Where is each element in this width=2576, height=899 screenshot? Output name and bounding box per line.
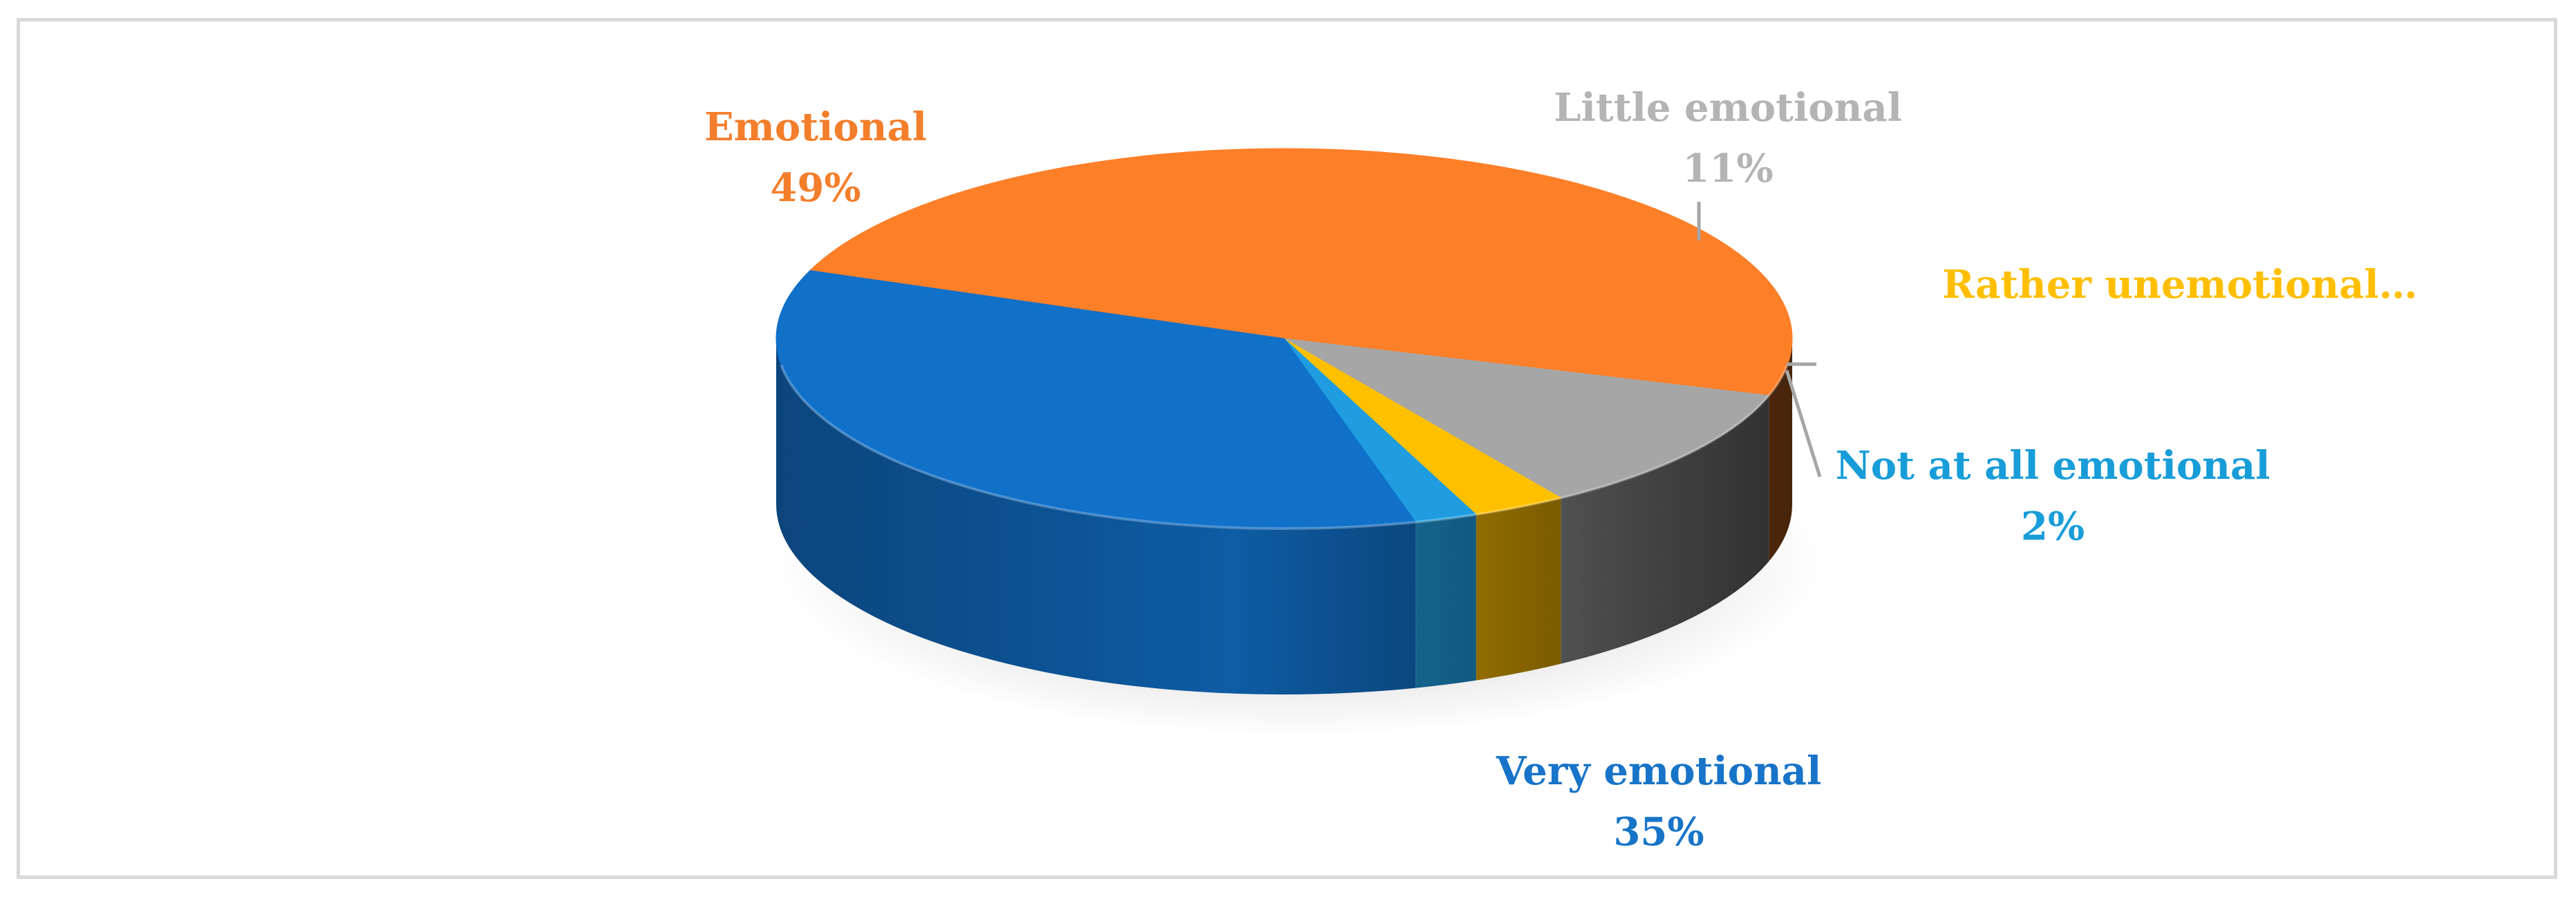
slice-label-not-at-all-emotional-name: Not at all emotional [1835,443,2271,489]
slice-label-little-emotional: Little emotional 11% [1521,77,1935,199]
pie-side-rather-unemotional [1476,498,1561,681]
slice-label-rather-unemotional: Rather unemotional… [1942,254,2418,315]
slice-label-little-emotional-name: Little emotional [1554,85,1902,131]
slice-label-emotional: Emotional 49% [636,97,995,218]
slice-label-very-emotional: Very emotional 35% [1479,741,1839,862]
pie-slice-emotional [809,148,1793,396]
pie-side-very-emotional [776,339,1416,695]
pie-side-little-emotional [1561,395,1769,664]
leader-line-not-at-all-emotional [1785,370,1822,477]
slice-label-very-emotional-name: Very emotional [1496,748,1822,794]
pie-side-not-at-all-emotional [1416,514,1476,688]
slice-label-not-at-all-emotional-value: 2% [2020,504,2085,549]
pie-side-emotional [1769,339,1792,562]
slice-label-rather-unemotional-name: Rather unemotional… [1942,262,2418,307]
slice-label-not-at-all-emotional: Not at all emotional 2% [1797,435,2309,557]
pie-slice-little-emotional [1284,338,1770,499]
pie-slice-very-emotional [775,269,1417,529]
slice-label-emotional-value: 49% [770,165,861,211]
slice-label-emotional-name: Emotional [704,104,928,150]
slice-label-little-emotional-value: 11% [1682,146,1774,191]
slice-label-very-emotional-value: 35% [1613,809,1704,855]
pie-rim-highlight [780,364,1789,531]
